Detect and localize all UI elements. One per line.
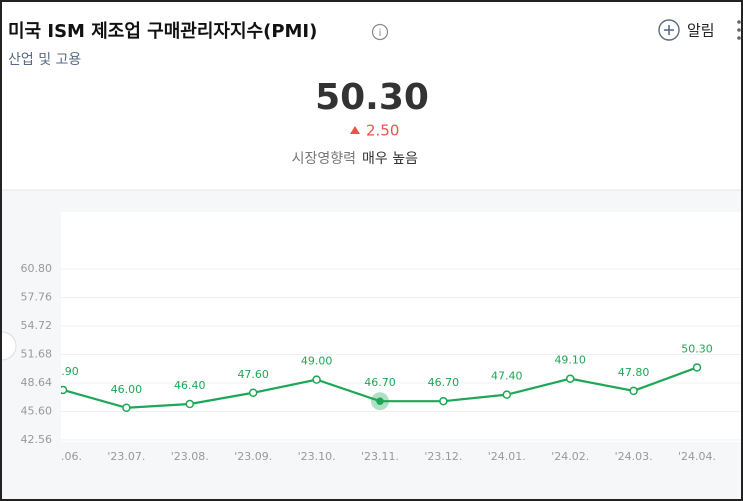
x-tick-label: '24.04. — [678, 450, 716, 463]
x-tick-label: '23.09. — [234, 450, 272, 463]
y-tick-label: 60.80 — [21, 262, 53, 275]
value-label: 46.40 — [174, 379, 206, 392]
change-value: 2.50 — [366, 122, 399, 140]
point — [312, 375, 321, 384]
point — [692, 363, 702, 372]
point — [376, 397, 384, 405]
impact-label: 시장영향력 — [292, 151, 356, 167]
impact-value: 매우 높음 — [362, 151, 418, 167]
x-tick-label: '23.11. — [361, 450, 399, 463]
up-arrow — [350, 126, 360, 134]
point — [248, 388, 258, 397]
value-label: 47.60 — [237, 368, 269, 381]
svg-text:i: i — [379, 28, 382, 39]
value-label: 50.30 — [681, 342, 713, 355]
value-label: 49.00 — [301, 355, 333, 368]
y-tick-label: 45.60 — [21, 405, 53, 418]
subtitle: 산업 및 고용 — [8, 52, 81, 68]
x-tick-label: '24.01. — [488, 450, 526, 463]
point — [439, 396, 448, 406]
point — [61, 385, 68, 395]
alarm-button[interactable]: 알림 — [658, 19, 715, 41]
x-tick-label: '23.12. — [424, 450, 462, 463]
value-label: 46.70 — [428, 376, 460, 389]
y-tick-label: 48.64 — [21, 376, 53, 389]
value-label: 46.70 — [364, 376, 396, 389]
scroll-left[interactable] — [2, 331, 17, 361]
info-icon[interactable]: i — [371, 23, 389, 41]
x-tick-label: '24.03. — [615, 450, 653, 463]
title: 미국 ISM 제조업 구매관리자지수(PMI) — [8, 21, 317, 42]
alarm-label[interactable]: 알림 — [687, 22, 715, 40]
value-label: 47.40 — [491, 370, 523, 383]
point — [629, 386, 638, 396]
y-tick-label: 51.68 — [21, 348, 53, 361]
y-tick-label: 54.72 — [21, 319, 53, 332]
value-label: 47.90 — [47, 365, 79, 378]
x-tick-label: '23.08. — [171, 450, 209, 463]
y-tick-label: 42.56 — [21, 433, 53, 446]
point — [565, 374, 575, 383]
plot: '23.06. '23.07. '23.08. '23.09. '23.10. '23.1… — [44, 268, 741, 463]
point — [122, 403, 131, 412]
x-tick-label: '23.06. — [44, 450, 82, 463]
current-value: 50.30 — [315, 77, 429, 118]
menu-icon[interactable] — [737, 20, 741, 40]
value-label: 47.80 — [618, 366, 650, 379]
plot-area — [61, 212, 741, 442]
y-tick-label: 57.76 — [21, 291, 53, 304]
value-label: 46.00 — [111, 383, 143, 396]
point — [502, 390, 512, 399]
x-tick-label: '24.02. — [551, 450, 589, 463]
x-tick-label: '23.07. — [107, 450, 145, 463]
value-label: 49.10 — [554, 354, 586, 367]
x-tick-label: '23.10. — [298, 450, 336, 463]
point — [185, 399, 195, 409]
